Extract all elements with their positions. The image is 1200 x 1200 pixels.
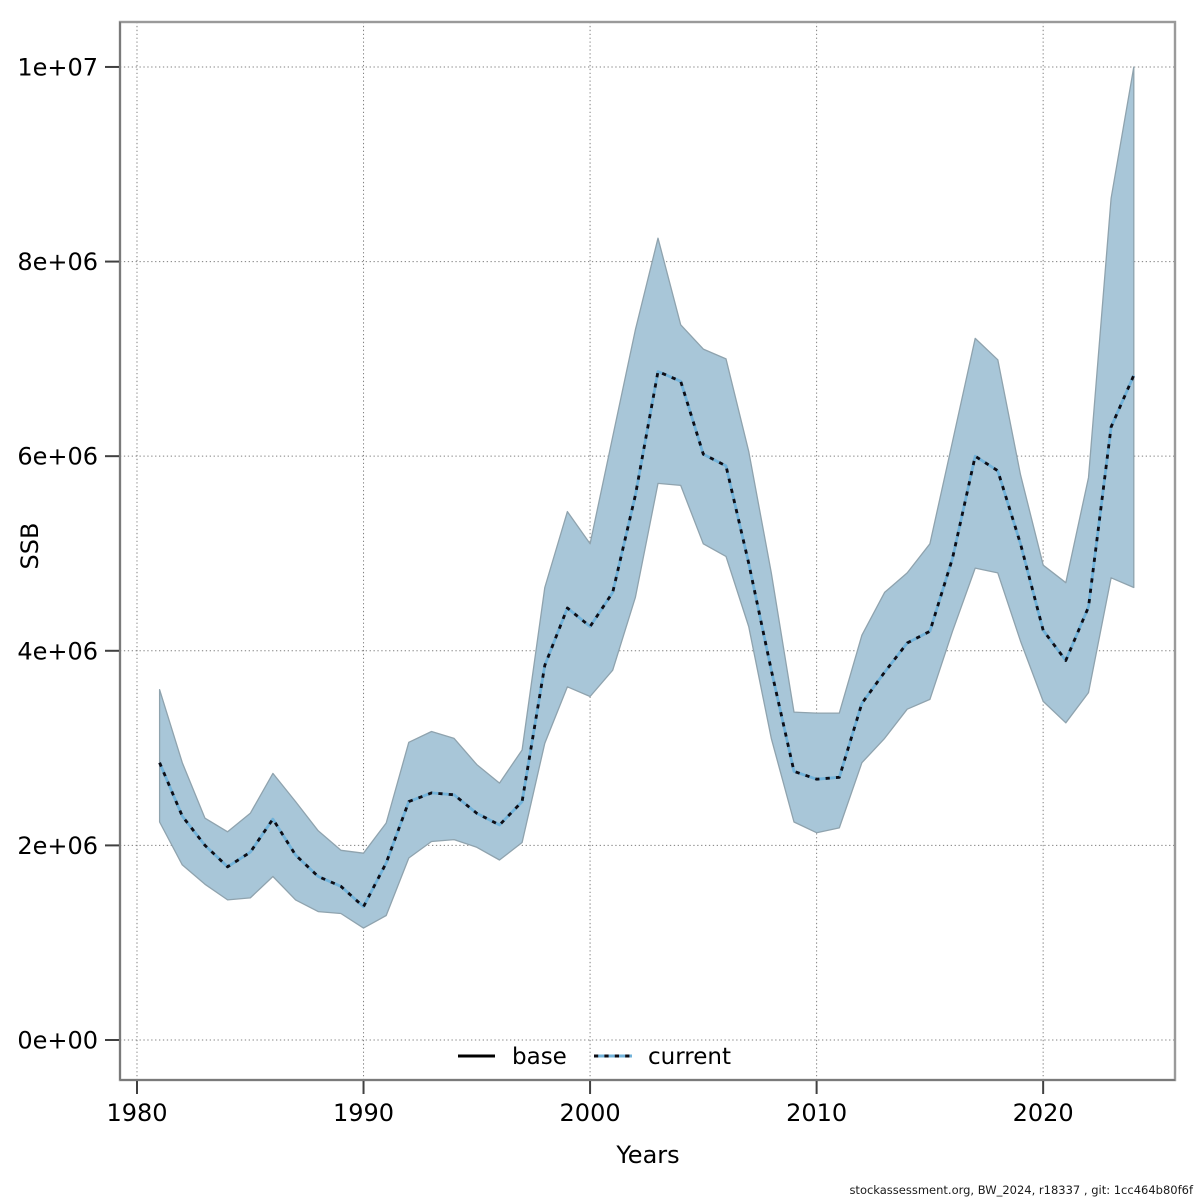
x-tick-label: 2000 (560, 1099, 621, 1127)
x-tick-label: 1990 (333, 1099, 394, 1127)
legend-base-label: base (512, 1044, 567, 1070)
x-axis-title: Years (615, 1141, 679, 1169)
y-tick-label: 1e+07 (17, 53, 98, 81)
legend: base current (458, 1044, 731, 1070)
confidence-band-layer (158, 66, 1135, 929)
footer-provenance-text: stockassessment.org, BW_2024, r18337 , g… (849, 1183, 1193, 1197)
current-line-dotted (158, 370, 1136, 909)
y-tick-label: 2e+06 (17, 832, 98, 860)
x-tick-label: 2020 (1013, 1099, 1074, 1127)
x-tick-label: 1980 (106, 1099, 167, 1127)
y-tick-label: 6e+06 (17, 443, 98, 471)
y-axis-title: SSB (16, 523, 44, 570)
y-tick-label: 4e+06 (17, 637, 98, 665)
series-line-layer (158, 370, 1136, 909)
x-tick-label: 2010 (786, 1099, 847, 1127)
y-tick-label: 8e+06 (17, 248, 98, 276)
axes-layer: 0e+00 2e+06 4e+06 6e+06 8e+06 1e+07 1980 1990 20… (17, 20, 1177, 1127)
legend-current-label: current (648, 1044, 731, 1070)
y-tick-label: 0e+00 (17, 1027, 98, 1055)
ssb-confidence-band (158, 66, 1135, 929)
